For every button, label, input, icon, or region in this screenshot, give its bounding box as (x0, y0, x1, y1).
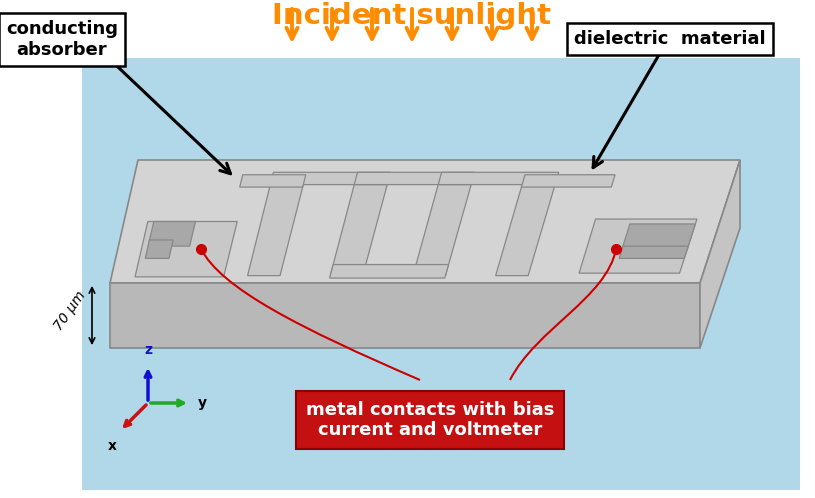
Text: metal contacts with bias
current and voltmeter: metal contacts with bias current and vol… (306, 400, 554, 439)
Polygon shape (330, 175, 390, 275)
Polygon shape (522, 175, 615, 187)
Polygon shape (700, 160, 740, 348)
Polygon shape (240, 175, 306, 187)
Text: 70 μm: 70 μm (51, 288, 89, 333)
Polygon shape (619, 246, 688, 258)
Text: y: y (198, 396, 207, 410)
Polygon shape (355, 172, 474, 185)
Text: z: z (144, 343, 152, 357)
Polygon shape (110, 160, 740, 283)
Polygon shape (110, 283, 700, 348)
Polygon shape (496, 175, 558, 275)
Polygon shape (329, 264, 448, 278)
Text: x: x (108, 439, 117, 453)
Text: dielectric  material: dielectric material (575, 30, 766, 48)
Text: conducting
absorber: conducting absorber (6, 20, 118, 59)
Bar (82, 58, 800, 490)
Polygon shape (135, 222, 237, 277)
Polygon shape (579, 219, 697, 273)
Text: Incident sunlight: Incident sunlight (272, 2, 552, 30)
Polygon shape (413, 175, 474, 275)
Polygon shape (622, 224, 695, 249)
Polygon shape (148, 222, 196, 246)
Polygon shape (248, 175, 306, 275)
Polygon shape (438, 172, 559, 185)
Polygon shape (145, 240, 174, 258)
Polygon shape (271, 172, 390, 185)
